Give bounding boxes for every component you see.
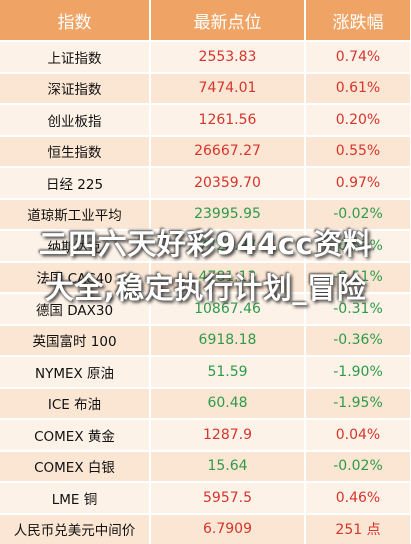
index-name: ICE 布油	[0, 388, 150, 420]
watermark: 二四六天好彩944cc资料大全,稳定执行计划_冒险	[0, 222, 411, 310]
price: 6918.18	[150, 325, 305, 357]
change: 0.97%	[305, 167, 411, 199]
change: 0.61%	[305, 73, 411, 105]
watermark-line: 大全,稳定执行计划_冒险	[0, 266, 411, 310]
change: -0.36%	[305, 325, 411, 357]
price: 26667.27	[150, 136, 305, 168]
index-name: 恒生指数	[0, 136, 150, 168]
change: 0.55%	[305, 136, 411, 168]
index-name: COMEX 黄金	[0, 419, 150, 451]
watermark-line: 二四六天好彩944cc资料	[0, 222, 411, 266]
column-header: 最新点位	[150, 0, 305, 41]
change: 0.46%	[305, 482, 411, 514]
price: 5957.5	[150, 482, 305, 514]
change: 0.20%	[305, 104, 411, 136]
price: 15.64	[150, 451, 305, 483]
column-header: 涨跌幅	[305, 0, 411, 41]
index-name: 英国富时 100	[0, 325, 150, 357]
change: 0.04%	[305, 419, 411, 451]
price: 1261.56	[150, 104, 305, 136]
header-row: 指数最新点位涨跌幅	[0, 0, 411, 41]
change: 0.74%	[305, 41, 411, 73]
price: 20359.70	[150, 167, 305, 199]
index-name: 深证指数	[0, 73, 150, 105]
index-name: NYMEX 原油	[0, 356, 150, 388]
index-name: 人民币兑美元中间价	[0, 514, 150, 544]
price: 51.59	[150, 356, 305, 388]
price: 6.7909	[150, 514, 305, 544]
change: -1.90%	[305, 356, 411, 388]
price: 7474.01	[150, 73, 305, 105]
index-name: 创业板指	[0, 104, 150, 136]
index-name: COMEX 白银	[0, 451, 150, 483]
index-name: LME 铜	[0, 482, 150, 514]
change: -1.95%	[305, 388, 411, 420]
column-header: 指数	[0, 0, 150, 41]
change: 251 点	[305, 514, 411, 544]
index-name: 日经 225	[0, 167, 150, 199]
change: -0.02%	[305, 451, 411, 483]
price: 1287.9	[150, 419, 305, 451]
price: 2553.83	[150, 41, 305, 73]
price: 60.48	[150, 388, 305, 420]
index-name: 上证指数	[0, 41, 150, 73]
